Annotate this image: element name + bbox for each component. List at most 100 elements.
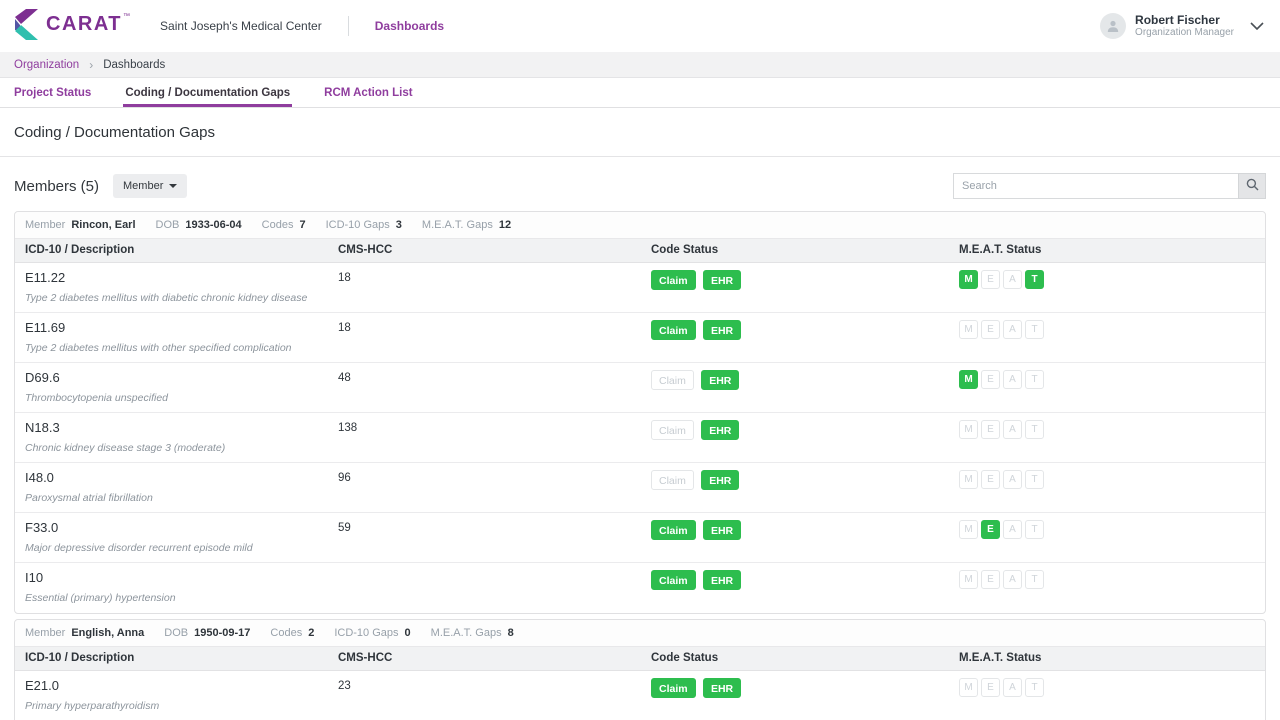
claim-badge[interactable]: Claim [651,470,694,490]
meat-badge-m[interactable]: M [959,320,978,339]
user-name: Robert Fischer [1135,13,1220,27]
search-button[interactable] [1238,173,1266,199]
ehr-badge[interactable]: EHR [701,470,740,490]
meat-badge-e[interactable]: E [981,470,1000,489]
claim-badge[interactable]: Claim [651,678,696,698]
member-icd-gaps: 3 [395,219,402,231]
ehr-badge[interactable]: EHR [701,420,740,440]
icd10-description: Thrombocytopenia unspecified [25,392,169,404]
meat-badge-e[interactable]: E [981,420,1000,439]
member-codes-pair: Codes 7 [262,219,306,231]
cms-hcc-cell [338,570,651,613]
nav-dashboards[interactable]: Dashboards [374,19,445,33]
icd10-cell: N18.3 Chronic kidney disease stage 3 (mo… [25,420,338,462]
icd10-code: F33.0 [25,520,59,535]
meat-badge-t[interactable]: T [1025,678,1044,697]
meat-badge-m[interactable]: M [959,270,978,289]
claim-badge[interactable]: Claim [651,570,696,590]
member-filter-dropdown[interactable]: Member [113,174,188,198]
meat-badge-t[interactable]: T [1025,420,1044,439]
icd10-code: E21.0 [25,678,59,693]
meat-badge-m[interactable]: M [959,520,978,539]
meat-badge-e[interactable]: E [981,270,1000,289]
icd10-cell: D69.6 Thrombocytopenia unspecified [25,370,338,412]
meat-badge-m[interactable]: M [959,470,978,489]
member-label: Member [25,627,66,639]
breadcrumb-organization[interactable]: Organization [14,58,80,71]
tab-rcm-action-list[interactable]: RCM Action List [324,86,413,99]
meat-badge-a[interactable]: A [1003,270,1022,289]
meat-badge-a[interactable]: A [1003,320,1022,339]
meat-badge-a[interactable]: A [1003,678,1022,697]
ehr-badge[interactable]: EHR [701,370,740,390]
column-header-cms-hcc: CMS-HCC [338,652,393,664]
member-icd-gaps-pair: ICD-10 Gaps 3 [326,219,402,231]
meat-badge-a[interactable]: A [1003,570,1022,589]
page-title: Coding / Documentation Gaps [14,124,215,141]
breadcrumb-dashboards: Dashboards [103,58,166,71]
meat-badge-e[interactable]: E [981,370,1000,389]
meat-badge-a[interactable]: A [1003,420,1022,439]
ehr-badge[interactable]: EHR [702,678,742,698]
claim-badge[interactable]: Claim [651,320,696,340]
column-header-cms-hcc: CMS-HCC [338,244,393,256]
carat-logo[interactable]: CARAT ™ [14,9,130,43]
member-icd-gaps-pair: ICD-10 Gaps 0 [334,627,410,639]
ehr-badge[interactable]: EHR [702,570,742,590]
meat-badge-e[interactable]: E [981,678,1000,697]
meat-badge-t[interactable]: T [1025,520,1044,539]
meat-badge-e[interactable]: E [981,320,1000,339]
member-name: Rincon, Earl [71,219,136,231]
search-input[interactable] [953,173,1238,199]
ehr-badge[interactable]: EHR [702,320,742,340]
claim-badge[interactable]: Claim [651,520,696,540]
cms-hcc-cell: 59 [338,522,351,534]
icd10-code: E11.22 [25,270,66,285]
code-status-cell: Claim EHR [651,320,959,362]
meat-badge-a[interactable]: A [1003,520,1022,539]
claim-badge[interactable]: Claim [651,420,694,440]
claim-badge[interactable]: Claim [651,370,694,390]
meat-badge-a[interactable]: A [1003,470,1022,489]
claim-badge[interactable]: Claim [651,270,696,290]
ehr-badge[interactable]: EHR [702,270,742,290]
meat-badge-m[interactable]: M [959,678,978,697]
meat-badge-a[interactable]: A [1003,370,1022,389]
icd10-cell: F33.0 Major depressive disorder recurren… [25,520,338,562]
tab-project-status[interactable]: Project Status [14,86,92,99]
meat-badge-e[interactable]: E [981,570,1000,589]
meat-badge-m[interactable]: M [959,570,978,589]
meat-badge-t[interactable]: T [1025,370,1044,389]
table-row: N18.3 Chronic kidney disease stage 3 (mo… [15,413,1265,463]
meat-badge-m[interactable]: M [959,370,978,389]
column-header-meat-status: M.E.A.T. Status [959,652,1042,664]
member-card: Member Rincon, Earl DOB 1933-06-04 Codes 7 … [14,211,1266,614]
meat-gaps-label: M.E.A.T. Gaps [430,627,502,639]
title-bar: Coding / Documentation Gaps [0,108,1280,157]
meat-badge-m[interactable]: M [959,420,978,439]
table-row: I48.0 Paroxysmal atrial fibrillation 96 … [15,463,1265,513]
meat-badge-t[interactable]: T [1025,320,1044,339]
table-header-row: ICD-10 / Description CMS-HCC Code Status… [15,647,1265,671]
icd10-cell: E21.0 Primary hyperparathyroidism [25,678,338,720]
meat-badge-t[interactable]: T [1025,470,1044,489]
column-header-code-status: Code Status [651,652,719,664]
code-status-cell: Claim EHR [651,270,959,312]
table-row: E21.0 Primary hyperparathyroidism 23 Cla… [15,671,1265,720]
user-menu[interactable]: Robert Fischer Organization Manager [1100,13,1264,39]
icd10-description: Type 2 diabetes mellitus with diabetic c… [25,292,308,304]
icd-gaps-label: ICD-10 Gaps [334,627,399,639]
meat-badge-t[interactable]: T [1025,270,1044,289]
tab-coding-documentation-gaps[interactable]: Coding / Documentation Gaps [123,78,293,107]
meat-badge-e[interactable]: E [981,520,1000,539]
table-row: F33.0 Major depressive disorder recurren… [15,513,1265,563]
meat-badge-t[interactable]: T [1025,570,1044,589]
chevron-down-icon[interactable] [1250,19,1264,33]
codes-label: Codes [261,219,294,231]
member-codes-pair: Codes 2 [270,627,314,639]
ehr-badge[interactable]: EHR [702,520,742,540]
